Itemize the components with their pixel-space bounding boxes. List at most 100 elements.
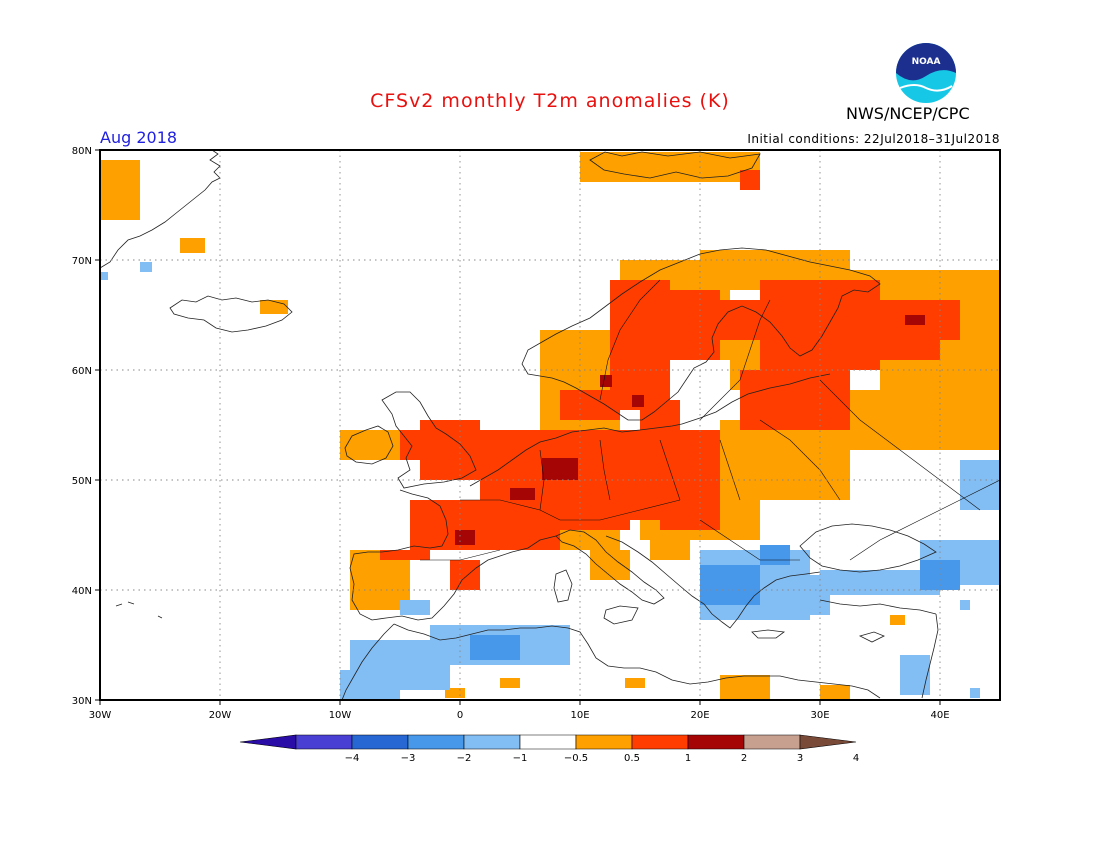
legend-arrow-low [239,734,297,750]
anomaly-cell [410,500,560,550]
anomaly-cell [500,678,520,688]
legend-swatch [743,734,801,750]
initial-conditions: Initial conditions: 22Jul2018–31Jul2018 [747,132,1000,146]
ireland-coast [344,425,394,465]
anomaly-cell [625,678,645,688]
legend-swatch [351,734,409,750]
lon-label: 10E [570,710,589,721]
balkans-coast [605,535,821,629]
sicily-coast [603,605,639,625]
crete-coast [751,629,786,639]
anomaly-cell [890,615,905,625]
anomaly-cell [100,272,108,280]
legend-tick-label: −2 [457,753,472,764]
lon-label: 30W [89,710,112,721]
azores-islands [115,601,163,619]
anomaly-cell [400,600,430,615]
logo-text: NOAA [912,57,941,67]
anomaly-cell [650,540,690,560]
legend-swatch [631,734,689,750]
anomaly-cells [100,152,1000,700]
anomaly-cell [450,560,480,590]
legend-tick-label: −4 [345,753,360,764]
north-africa-coast [393,623,881,699]
legend-tick-label: −3 [401,753,416,764]
anomaly-cell [260,300,288,314]
lon-label: 30E [810,710,829,721]
lat-label: 40N [72,586,92,597]
anomaly-cell [700,300,760,340]
legend-arrow-high [799,734,857,750]
lat-labels: 80N 70N 60N 50N 40N 30N [72,146,92,707]
iceland-coast [169,295,293,333]
black-sea-coast [799,523,937,573]
lat-label: 60N [72,366,92,377]
anomaly-cell [340,670,400,700]
anomaly-cell [760,545,790,565]
anomaly-cell [540,490,630,530]
agency-label: NWS/NCEP/CPC [846,104,970,123]
continental-coast [469,423,683,487]
map-frame [99,149,1001,701]
greenland-coast [100,150,221,269]
baltic-coast [681,373,831,425]
legend-swatch [575,734,633,750]
anomaly-cell [740,370,850,430]
morocco-coast [341,623,395,700]
anomaly-cell [720,420,850,500]
legend-tick-label: 1 [685,753,691,764]
anomaly-cell [700,565,760,605]
anomaly-cell [445,688,465,698]
anomaly-cell [905,315,925,325]
lon-label: 20E [690,710,709,721]
lat-label: 50N [72,476,92,487]
legend-tick-label: −1 [513,753,528,764]
map-title: CFSv2 monthly T2m anomalies (K) [370,90,730,112]
noaa-logo: NOAA [896,43,956,103]
legend-tick-label: −0.5 [564,753,588,764]
anomaly-cell [180,238,205,253]
anomaly-cell [400,430,430,460]
anomaly-cell [340,430,400,460]
anomaly-cell [660,510,720,530]
lon-label: 10W [329,710,352,721]
lat-label: 30N [72,696,92,707]
anomaly-cell [610,280,670,410]
anomaly-cell [970,688,980,698]
country-borders [420,279,1000,561]
legend-tick-label: 4 [853,753,859,764]
anomaly-cell [960,460,1000,510]
graticule [100,150,1000,700]
sardinia-coast [553,569,573,603]
anomaly-cell [720,675,770,700]
lon-labels: 30W 20W 10W 0 10E 20E 30E 40E [89,710,950,721]
turkey-coast [819,599,937,615]
lon-label: 0 [457,710,463,721]
anomaly-cell [560,390,620,420]
legend-tick-label: 0.5 [624,753,640,764]
anomaly-cell [455,530,475,545]
svalbard-coast [589,151,761,179]
anomaly-cell [580,152,760,182]
anomaly-cell [140,262,152,272]
levant-coast [921,613,939,699]
lat-label: 70N [72,256,92,267]
legend-tick-label: 2 [741,753,747,764]
anomaly-cell [880,330,940,360]
anomaly-cell [470,635,520,660]
legend-swatch [519,734,577,750]
legend-tick-label: 3 [797,753,803,764]
legend-swatch [687,734,745,750]
anomaly-cell [632,395,644,407]
color-legend: −4 −3 −2 −1 −0.5 0.5 1 2 3 4 [239,734,859,764]
anomaly-cell [100,160,140,220]
anomaly-cell [960,600,970,610]
axis-ticks [95,149,941,705]
lon-label: 40E [930,710,949,721]
anomaly-cell [600,375,612,387]
coastlines [100,150,939,700]
anomaly-cell [380,550,430,560]
anomaly-cell [900,655,930,695]
anomaly-cell [542,458,578,480]
